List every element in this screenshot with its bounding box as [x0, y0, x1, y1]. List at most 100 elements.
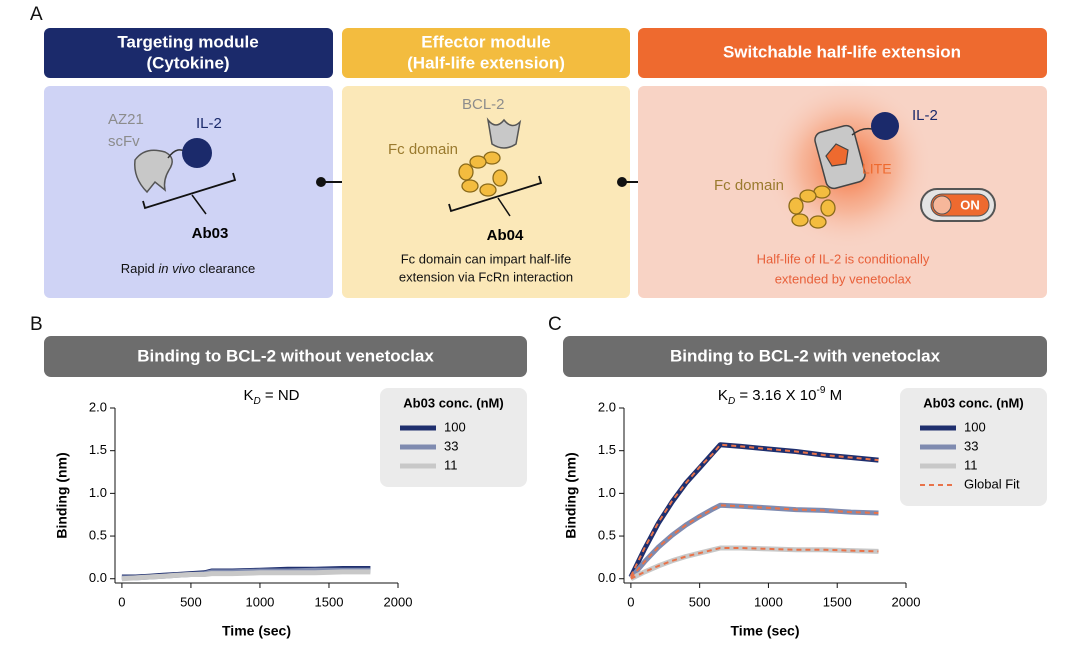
annotation-part: M — [825, 387, 842, 404]
caption-part: clearance — [195, 261, 255, 276]
legend-title: Ab03 conc. (nM) — [923, 395, 1023, 410]
caption: Fc domain can impart half-life — [401, 251, 572, 266]
scfv-icon — [134, 149, 173, 194]
module-header — [342, 28, 630, 78]
annotation-part: = 3.16 X 10 — [735, 387, 816, 404]
switch-label: ON — [960, 197, 980, 212]
label: AZ21 — [108, 111, 144, 128]
legend-box — [380, 388, 527, 487]
y-tick-label: 1.0 — [89, 485, 107, 500]
caption: Half-life of IL-2 is conditionally — [757, 251, 930, 266]
y-tick-label: 0.5 — [89, 527, 107, 542]
connector — [316, 177, 326, 187]
y-tick-label: 0.5 — [598, 527, 616, 542]
series-line — [628, 502, 879, 580]
module-header — [44, 28, 333, 78]
label: LITE — [862, 161, 892, 177]
x-axis-label: Time (sec) — [222, 623, 291, 639]
series-line — [121, 569, 371, 582]
panel-label: A — [30, 4, 43, 25]
module-title: (Half-life extension) — [407, 53, 565, 72]
legend-label: 100 — [964, 419, 986, 434]
annotation-part: K — [718, 387, 728, 404]
annotation-part: D — [254, 396, 261, 407]
leader — [497, 197, 511, 217]
legend-label: Global Fit — [964, 476, 1020, 491]
label: scFv — [108, 133, 140, 150]
x-tick-label: 1500 — [823, 594, 852, 609]
label: BCL-2 — [462, 96, 505, 113]
switch-knob — [932, 195, 952, 215]
module-title: (Cytokine) — [146, 53, 229, 72]
leader — [191, 194, 207, 215]
caption: extended by venetoclax — [775, 271, 912, 286]
label: Ab03 — [192, 225, 229, 242]
label: Fc domain — [714, 177, 784, 194]
y-tick-label: 1.0 — [598, 485, 616, 500]
module-title: Effector module — [421, 32, 550, 51]
x-tick-label: 2000 — [384, 594, 413, 609]
annotation-part: -9 — [817, 385, 826, 396]
y-tick-label: 0.0 — [89, 570, 107, 585]
caption-part: in vivo — [158, 261, 195, 276]
y-tick-label: 1.5 — [89, 442, 107, 457]
y-tick-label: 2.0 — [89, 399, 107, 414]
lite-core — [825, 143, 849, 167]
panel-label: C — [548, 314, 562, 335]
bcl2-icon — [486, 117, 522, 149]
x-tick-label: 1000 — [245, 594, 274, 609]
module-body — [44, 86, 333, 298]
fit-line — [630, 443, 879, 577]
chart-title: Binding to BCL-2 with venetoclax — [670, 346, 941, 365]
legend-label: 100 — [444, 419, 466, 434]
annotation: KD = 3.16 X 10-9 M — [718, 385, 842, 407]
label: IL-2 — [912, 107, 938, 124]
y-axis-label: Binding (nm) — [563, 452, 579, 538]
fit-line — [630, 504, 879, 579]
x-tick-label: 500 — [180, 594, 202, 609]
x-tick-label: 2000 — [892, 594, 921, 609]
x-tick-label: 0 — [118, 594, 125, 609]
y-axis-label: Binding (nm) — [54, 452, 70, 538]
legend-label: 33 — [964, 438, 978, 453]
caption: extension via FcRn interaction — [399, 269, 573, 284]
legend-label: 11 — [444, 457, 458, 472]
legend-box — [900, 388, 1047, 506]
label: Ab04 — [487, 227, 524, 244]
legend-label: 11 — [964, 457, 978, 472]
legend-label: 33 — [444, 438, 458, 453]
panel-label: B — [30, 314, 43, 335]
title-bar — [563, 336, 1047, 377]
y-tick-label: 1.5 — [598, 442, 616, 457]
il2-icon — [871, 112, 899, 140]
module-title: Targeting module — [117, 32, 258, 51]
bracket — [448, 175, 543, 213]
bracket — [142, 172, 237, 210]
annotation-part: K — [243, 387, 253, 404]
x-tick-label: 1000 — [754, 594, 783, 609]
y-tick-label: 2.0 — [598, 399, 616, 414]
x-tick-label: 1500 — [315, 594, 344, 609]
module-title: Switchable half-life extension — [723, 42, 961, 61]
annotation-part: = ND — [261, 387, 300, 404]
caption: Rapid in vivo clearance — [121, 261, 255, 276]
annotation-part: D — [728, 396, 735, 407]
fc-icon — [788, 185, 836, 229]
legend-title: Ab03 conc. (nM) — [403, 395, 503, 410]
x-tick-label: 0 — [627, 594, 634, 609]
il2-icon — [182, 138, 212, 168]
x-axis-label: Time (sec) — [731, 623, 800, 639]
chart-title: Binding to BCL-2 without venetoclax — [137, 346, 434, 365]
linker — [851, 127, 873, 136]
fit-line — [630, 547, 879, 580]
label: Fc domain — [388, 141, 458, 158]
x-tick-label: 500 — [689, 594, 711, 609]
title-bar — [44, 336, 527, 377]
y-tick-label: 0.0 — [598, 570, 616, 585]
label: IL-2 — [196, 115, 222, 132]
annotation: KD = ND — [243, 387, 299, 407]
fc-icon — [458, 151, 508, 197]
connector — [617, 177, 627, 187]
module-header — [638, 28, 1047, 78]
